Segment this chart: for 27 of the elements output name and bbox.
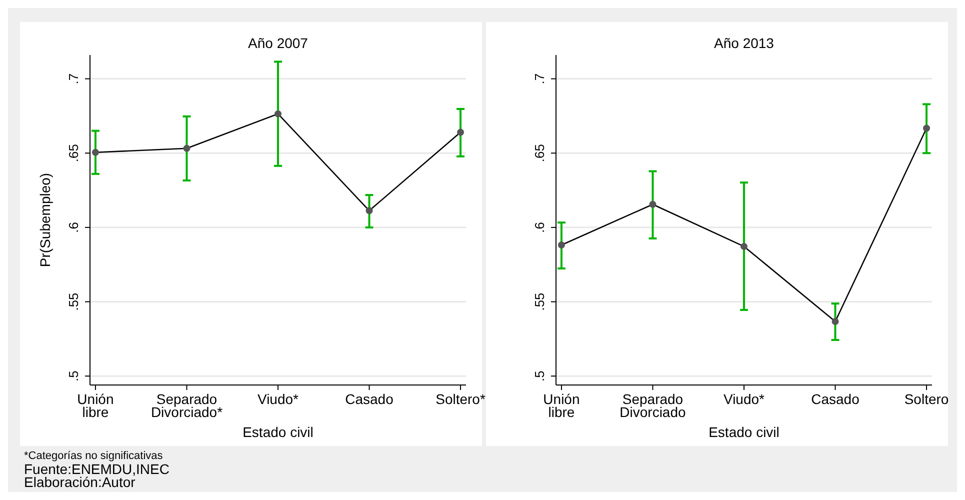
text: *Categorías no significativas bbox=[24, 450, 164, 462]
y-tick-label: .5 bbox=[532, 370, 547, 382]
y-tick-label: .6 bbox=[532, 222, 547, 233]
x-tick-label: Unión libre bbox=[77, 391, 114, 420]
source-note: Fuente:ENEMDU,INEC bbox=[24, 461, 170, 477]
x-tick-label: Soltero* bbox=[436, 391, 486, 407]
x-tick-label: Separado Divorciado* bbox=[150, 391, 224, 420]
x-tick-label: Viudo* bbox=[723, 391, 766, 407]
y-tick-label: .7 bbox=[532, 73, 547, 84]
y-tick-label: .65 bbox=[532, 144, 547, 162]
x-tick-label: Separado Divorciado bbox=[620, 391, 686, 420]
x-tick-label: Viudo* bbox=[257, 391, 300, 407]
x-axis-title: Estado civil bbox=[708, 424, 780, 440]
y-tick-label: .55 bbox=[532, 292, 547, 311]
x-axis-title: Estado civil bbox=[242, 424, 314, 440]
x-tick-label: Soltero bbox=[904, 391, 949, 407]
x-tick-label: Casado bbox=[811, 391, 860, 407]
y-tick-label: .6 bbox=[66, 222, 81, 233]
y-tick-label: .5 bbox=[66, 370, 81, 382]
x-tick-label: Unión libre bbox=[543, 391, 580, 420]
y-tick-label: .55 bbox=[66, 292, 81, 311]
x-tick-label: Casado bbox=[345, 391, 394, 407]
chart-title: Año 2013 bbox=[714, 35, 774, 51]
y-tick-label: .7 bbox=[66, 73, 81, 84]
y-axis-title: Pr(Subempleo) bbox=[37, 172, 53, 268]
y-tick-label: .65 bbox=[66, 144, 81, 162]
chart-title: Año 2007 bbox=[248, 35, 308, 51]
